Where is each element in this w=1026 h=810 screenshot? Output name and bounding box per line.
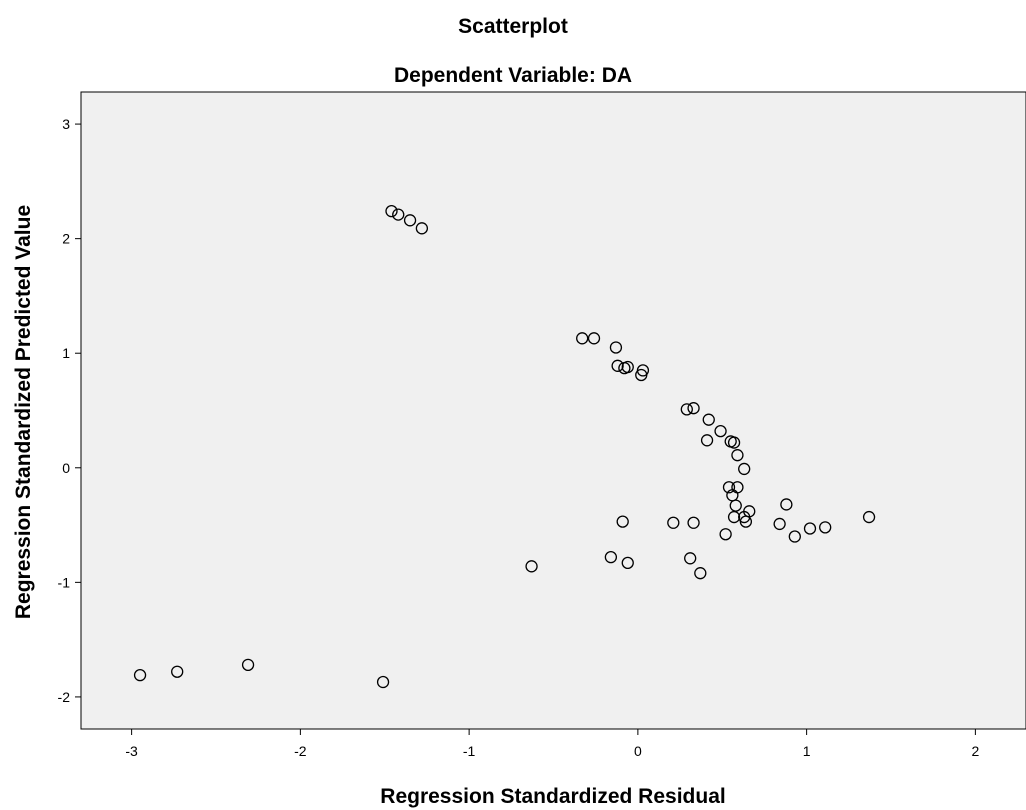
- data-point: [636, 364, 650, 377]
- y-axis-label: Regression Standardized Predicted Value: [12, 205, 35, 619]
- data-point: [604, 550, 618, 564]
- data-point: [171, 665, 184, 678]
- data-point: [687, 402, 700, 415]
- data-point: [729, 499, 742, 512]
- data-point: [687, 516, 700, 529]
- data-point: [385, 205, 398, 218]
- x-tick-label: 0: [634, 743, 642, 759]
- data-point: [576, 332, 589, 345]
- data-point: [616, 515, 629, 528]
- chart-subtitle: Dependent Variable: DA: [394, 64, 632, 87]
- data-point: [680, 403, 693, 416]
- data-point: [714, 424, 727, 438]
- x-tick-label: -1: [463, 743, 476, 759]
- y-tick-label: 2: [62, 231, 70, 247]
- data-point: [667, 516, 680, 529]
- data-point: [780, 498, 793, 511]
- y-tick-label: 3: [62, 116, 70, 132]
- data-point: [722, 481, 736, 494]
- data-point: [694, 567, 707, 580]
- data-point: [702, 413, 715, 426]
- x-tick-label: 1: [803, 743, 811, 759]
- x-axis: -3 -2 -1 0 1 2: [125, 729, 979, 759]
- data-point: [415, 222, 429, 235]
- data-point: [738, 462, 751, 476]
- data-point: [403, 214, 417, 227]
- data-point: [609, 341, 623, 354]
- x-tick-label: 2: [971, 743, 979, 759]
- data-point: [133, 669, 147, 682]
- data-point: [525, 560, 538, 573]
- data-point: [727, 436, 741, 449]
- y-tick-label: -1: [58, 574, 71, 590]
- data-point: [773, 517, 786, 531]
- data-point: [819, 521, 832, 534]
- data-point: [587, 332, 601, 345]
- plot-area: [80, 91, 1026, 730]
- data-point: [376, 675, 390, 689]
- data-point: [731, 449, 744, 462]
- data-point: [392, 208, 405, 221]
- data-point: [621, 360, 634, 374]
- data-point: [739, 515, 753, 528]
- data-point: [700, 434, 714, 447]
- data-point: [611, 359, 624, 372]
- data-points: [133, 205, 876, 689]
- data-point: [621, 556, 634, 570]
- data-point: [862, 510, 876, 524]
- data-point: [719, 528, 732, 541]
- y-tick-label: 0: [62, 460, 70, 476]
- x-axis-label: Regression Standardized Residual: [380, 785, 725, 808]
- data-point: [788, 530, 801, 543]
- x-tick-label: -3: [125, 743, 138, 759]
- data-point: [241, 658, 255, 671]
- y-tick-label: 1: [62, 345, 70, 361]
- y-axis: -2 -1 0 1 2 3: [58, 116, 81, 705]
- data-point: [727, 510, 741, 524]
- y-tick-label: -2: [58, 689, 71, 705]
- chart-title: Scatterplot: [458, 15, 568, 38]
- data-point: [803, 522, 817, 535]
- x-tick-label: -2: [294, 743, 307, 759]
- data-point: [684, 552, 697, 565]
